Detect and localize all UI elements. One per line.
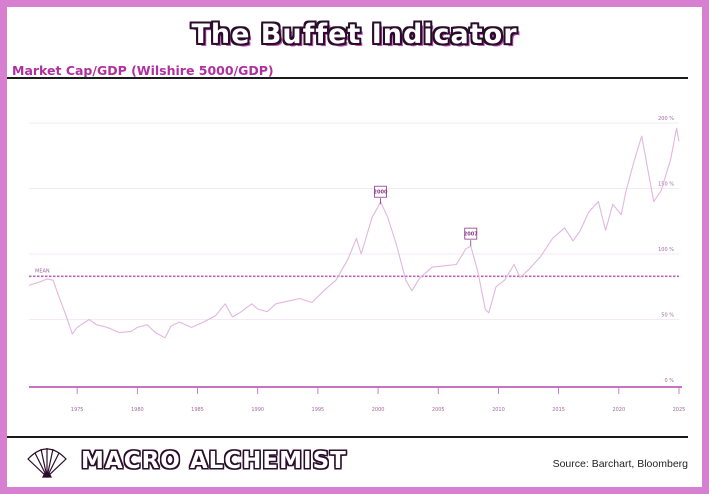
- chart-frame: The Buffet Indicator Market Cap/GDP (Wil…: [7, 7, 702, 487]
- annotation-box-1: [464, 227, 478, 240]
- source-note: Source: Barchart, Bloomberg: [552, 458, 688, 470]
- shell-logo-icon: [27, 448, 67, 478]
- x-tick-label-1: 1980: [131, 407, 144, 413]
- brand-name: MACRO ALCHEMIST: [81, 448, 347, 474]
- grid-lines: 0 % 50 % 100 % 150 % 200 %: [29, 116, 679, 384]
- page-title: The Buffet Indicator: [191, 19, 518, 50]
- x-tick-label-6: 2005: [432, 407, 445, 413]
- footer-divider: [7, 436, 688, 438]
- y-tick-label-1: 50 %: [661, 313, 674, 319]
- annotations-group: 2000 2007: [374, 185, 478, 247]
- chart-subtitle: Market Cap/GDP (Wilshire 5000/GDP): [12, 63, 274, 78]
- x-tick-label-7: 2010: [492, 407, 505, 413]
- x-tick-label-4: 1995: [312, 407, 325, 413]
- annotation-label-1: 2007: [464, 232, 478, 238]
- x-tick-label-8: 2015: [552, 407, 565, 413]
- x-tick-label-9: 2020: [612, 407, 625, 413]
- annotation-box-0: [374, 185, 387, 198]
- x-tick-label-3: 1990: [251, 407, 264, 413]
- mean-line-group: MEAN: [29, 268, 679, 278]
- y-tick-label-0: 0 %: [664, 378, 674, 384]
- x-tick-label-5: 2000: [372, 407, 385, 413]
- series-line-0: [28, 127, 680, 339]
- x-axis: 1975 1980 1985 1990 1995 2000 2005 2010 2015 2020…: [29, 386, 686, 413]
- subtitle-divider: [7, 77, 688, 79]
- y-tick-label-2: 100 %: [658, 247, 674, 253]
- chart-plot: 0 % 50 % 100 % 150 % 200 % MEAN 2000 2007 197…: [28, 116, 686, 413]
- annotation-label-0: 2000: [374, 190, 388, 196]
- x-tick-label-0: 1975: [71, 407, 84, 413]
- series-group: [28, 127, 680, 339]
- y-tick-label-3: 150 %: [658, 182, 674, 188]
- x-tick-label-2: 1985: [191, 407, 204, 413]
- y-tick-label-4: 200 %: [658, 116, 674, 122]
- mean-label: MEAN: [35, 268, 50, 274]
- x-tick-label-10: 2025: [673, 407, 686, 413]
